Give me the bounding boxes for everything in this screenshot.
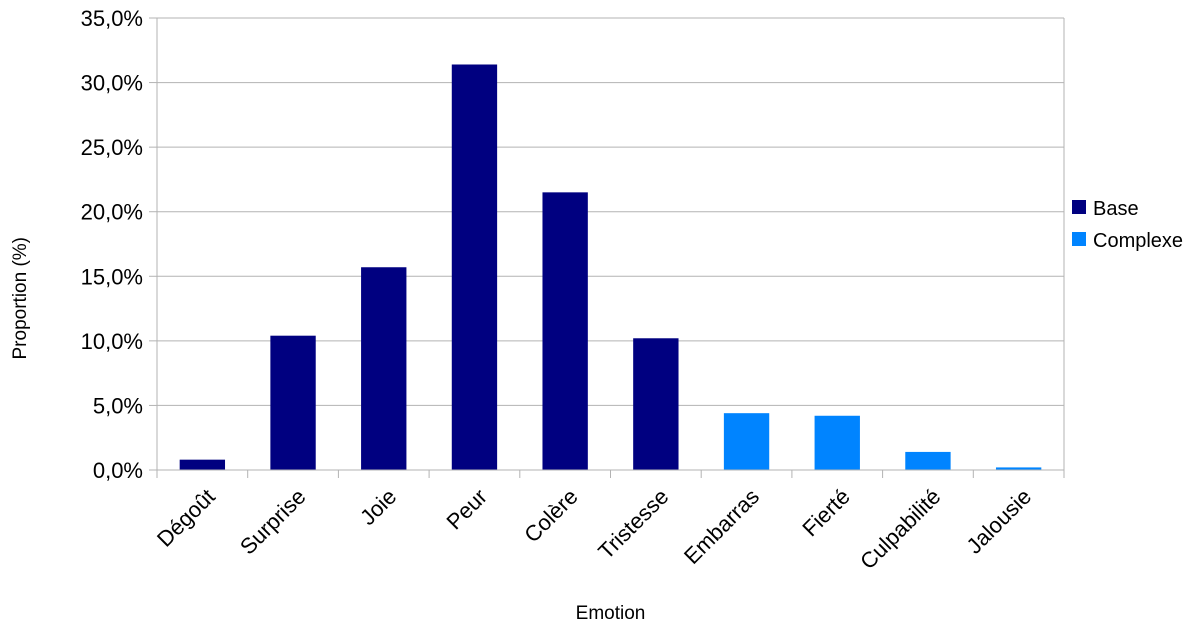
bar-Tristesse bbox=[633, 338, 679, 470]
bars bbox=[179, 64, 1042, 471]
x-tick-label: Tristesse bbox=[593, 484, 673, 564]
bar-Surprise bbox=[270, 335, 316, 470]
bar-Colère bbox=[542, 192, 588, 471]
x-axis-tick-labels: Dégoût Surprise Joie Peur Colère Tristesse Emb… bbox=[152, 484, 1036, 574]
legend-label: Base bbox=[1093, 198, 1139, 220]
y-tick-label: 20,0% bbox=[81, 200, 143, 225]
bar-Embarras bbox=[723, 413, 770, 470]
legend-swatch bbox=[1072, 200, 1086, 214]
y-tick-label: 25,0% bbox=[81, 135, 143, 160]
x-tick-label: Colère bbox=[519, 484, 583, 548]
legend-label: Complexe bbox=[1093, 230, 1183, 252]
x-tick-label: Jalousie bbox=[961, 484, 1036, 559]
bar-Fierté bbox=[814, 415, 860, 470]
y-tick-label: 35,0% bbox=[81, 6, 143, 31]
y-axis-ticks: 0,0% 5,0% 10,0% 15,0% 20,0% 25,0% 30,0% 35,0% bbox=[81, 6, 157, 483]
x-axis-title: Emotion bbox=[576, 603, 646, 624]
y-tick-label: 10,0% bbox=[81, 329, 143, 354]
y-axis-title: Proportion (%) bbox=[10, 237, 31, 360]
bar-Jalousie bbox=[995, 467, 1042, 470]
x-tick-label: Embarras bbox=[679, 484, 764, 569]
bar-Peur bbox=[451, 64, 498, 471]
x-tick-label: Joie bbox=[355, 484, 401, 530]
y-tick-label: 15,0% bbox=[81, 264, 143, 289]
bar-Culpabilité bbox=[905, 451, 951, 470]
legend-swatch bbox=[1072, 232, 1086, 246]
y-tick-label: 0,0% bbox=[93, 458, 143, 483]
x-tick-label: Culpabilité bbox=[855, 484, 945, 574]
x-tick-label: Fierté bbox=[797, 484, 854, 541]
bar-Joie bbox=[361, 267, 407, 470]
bar-Dégoût bbox=[179, 459, 226, 470]
x-tick-label: Dégoût bbox=[152, 484, 220, 552]
legend: Base Complexe bbox=[1072, 198, 1183, 252]
y-tick-label: 30,0% bbox=[81, 71, 143, 96]
x-tick-label: Peur bbox=[441, 484, 492, 535]
axes bbox=[156, 18, 1065, 478]
y-tick-label: 5,0% bbox=[93, 393, 143, 418]
x-tick-label: Surprise bbox=[235, 484, 311, 560]
